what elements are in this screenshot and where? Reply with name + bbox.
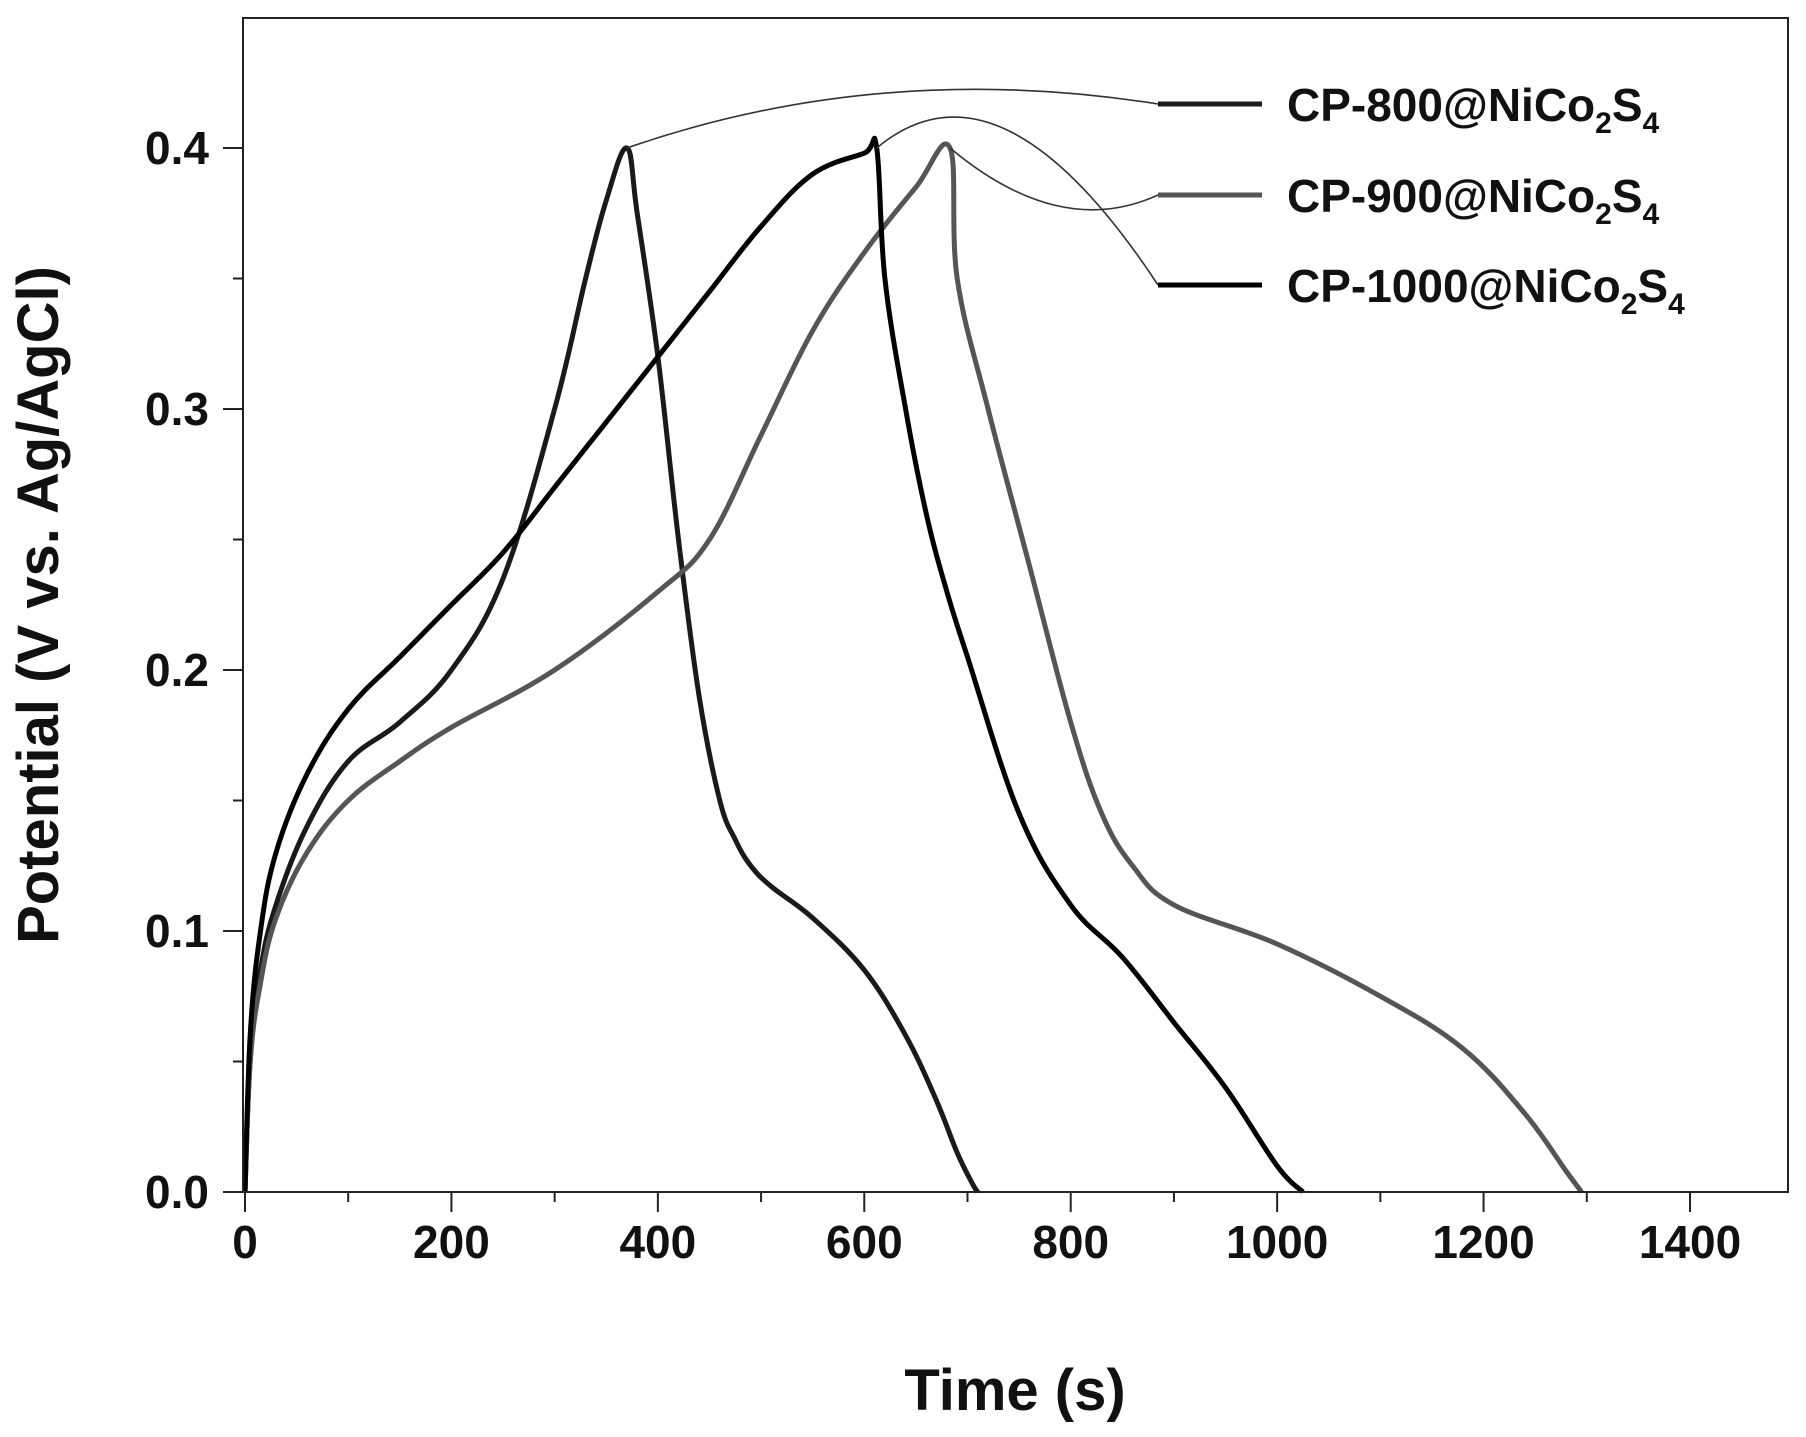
- y-tick-label: 0.3: [145, 383, 209, 435]
- y-tick-label: 0.2: [145, 644, 209, 696]
- x-tick-label: 600: [826, 1216, 903, 1268]
- x-tick-label: 1400: [1639, 1216, 1741, 1268]
- y-tick-label: 0.0: [145, 1166, 209, 1218]
- x-tick-label: 0: [232, 1216, 258, 1268]
- x-tick-label: 400: [619, 1216, 696, 1268]
- x-tick-label: 1000: [1226, 1216, 1328, 1268]
- y-tick-label: 0.4: [145, 122, 209, 174]
- y-tick-label: 0.1: [145, 905, 209, 957]
- x-tick-label: 200: [413, 1216, 490, 1268]
- x-tick-label: 1200: [1432, 1216, 1534, 1268]
- x-axis-title: Time (s): [904, 1358, 1125, 1423]
- x-tick-label: 800: [1032, 1216, 1109, 1268]
- y-axis-title: Potential (V vs. Ag/AgCl): [6, 266, 71, 944]
